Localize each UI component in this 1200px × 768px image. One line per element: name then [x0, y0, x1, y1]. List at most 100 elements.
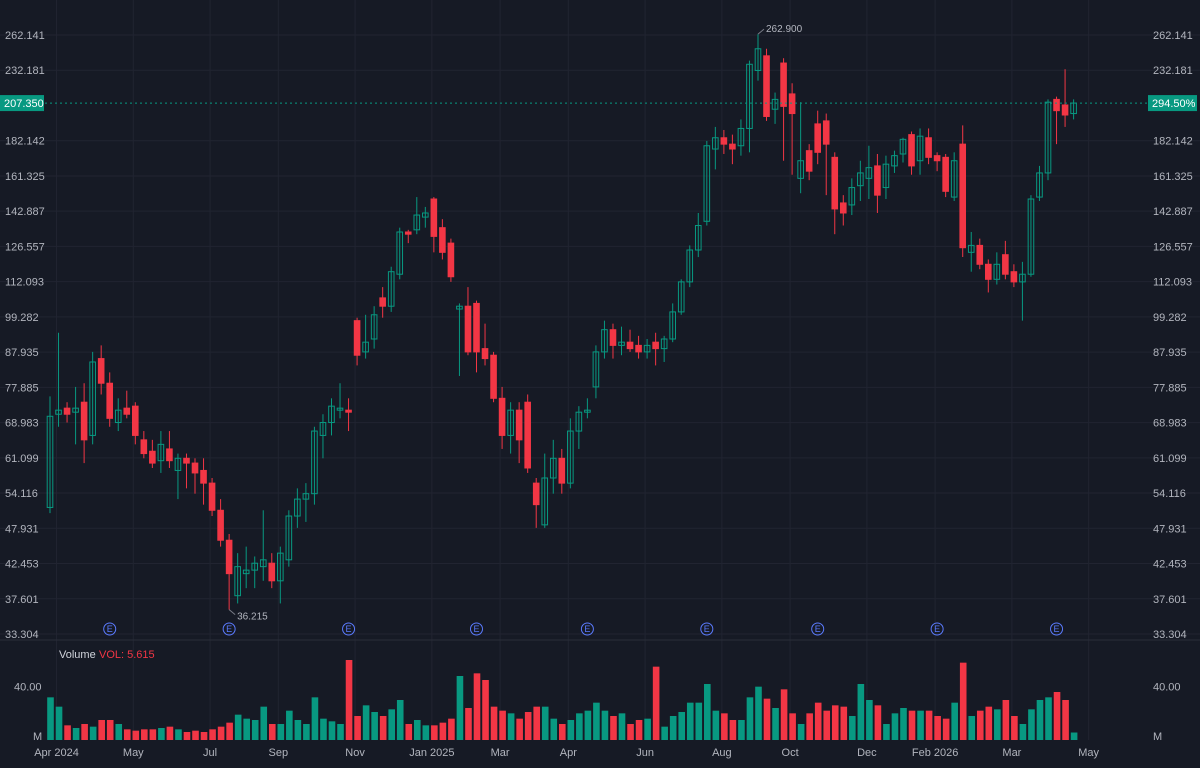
y-tick-label: 61.099: [1153, 453, 1187, 465]
candle-body: [370, 314, 378, 340]
last-price-tag-left-label: 207.350: [4, 98, 44, 110]
earnings-marker-label: E: [226, 624, 232, 634]
volume-bar: [797, 724, 805, 740]
volume-bar: [64, 725, 71, 740]
candle-body: [899, 138, 907, 155]
candle-body: [353, 320, 361, 356]
volume-tick-label: 40.00: [14, 682, 42, 694]
volume-bar: [883, 724, 890, 740]
volume-bar: [251, 720, 259, 740]
volume-bar: [567, 720, 575, 740]
y-tick-label: 161.325: [1153, 171, 1193, 183]
volume-bar: [652, 666, 660, 740]
earnings-marker-label: E: [934, 624, 940, 634]
y-tick-label: 99.282: [5, 312, 39, 324]
earnings-marker[interactable]: [222, 622, 236, 636]
volume-bar: [669, 716, 677, 740]
volume-bar: [1070, 732, 1078, 740]
price-axis-left[interactable]: 262.141 232.181 182.142 161.325 142.887 126.5…: [5, 30, 45, 641]
candle-body: [1002, 254, 1009, 275]
earnings-marker[interactable]: [930, 622, 944, 636]
earnings-marker[interactable]: [342, 622, 356, 636]
candle-body: [660, 338, 668, 350]
candle-body: [882, 163, 890, 189]
candle-body: [268, 562, 276, 582]
earnings-marker[interactable]: [1050, 622, 1064, 636]
candle-body: [720, 137, 728, 145]
candle-body: [839, 202, 847, 214]
volume-bar: [891, 713, 899, 740]
volume-bar: [243, 718, 250, 740]
candle-body: [413, 214, 421, 231]
candle-body: [1027, 198, 1035, 275]
candle-body: [976, 244, 984, 265]
candle-body: [618, 341, 625, 346]
volume-bar: [618, 713, 626, 740]
last-price-tag-left: [0, 95, 44, 112]
volume-bar: [456, 676, 464, 740]
volume-bar: [388, 709, 395, 740]
earnings-marker-label: E: [704, 624, 710, 634]
candle-body: [251, 562, 259, 571]
volume-bar: [1028, 709, 1035, 740]
candle-body: [149, 450, 156, 464]
candle-body: [848, 187, 856, 206]
earnings-marker[interactable]: [580, 622, 594, 636]
volume-bar: [158, 728, 165, 740]
candle-body: [891, 155, 898, 167]
volume-bar: [866, 700, 873, 740]
candle-body: [916, 135, 924, 162]
candle-body: [985, 263, 992, 280]
earnings-marker-label: E: [107, 624, 113, 634]
candle-body: [456, 305, 463, 310]
candle-body: [1019, 273, 1026, 283]
volume-bar: [976, 710, 984, 740]
earnings-marker[interactable]: [700, 622, 714, 636]
candle-body: [439, 227, 446, 253]
volume-bar: [994, 709, 1001, 740]
x-tick-label: Jun: [636, 747, 654, 759]
y-tick-label: 87.935: [1153, 347, 1187, 359]
candle-body: [387, 271, 395, 307]
earnings-marker[interactable]: [470, 622, 483, 636]
volume-bar: [473, 673, 481, 740]
volume-bar: [738, 720, 745, 740]
y-tick-label: 262.141: [1153, 30, 1193, 42]
y-tick-label: 42.453: [5, 559, 39, 571]
volume-bar: [499, 710, 506, 740]
earnings-marker[interactable]: [811, 622, 825, 636]
low-annotation-line: [228, 609, 236, 616]
candle-body: [63, 407, 71, 415]
candle-body: [524, 401, 531, 469]
candle-body: [1061, 104, 1069, 116]
volume-bar: [200, 732, 208, 740]
volume-bar: [260, 706, 268, 740]
y-tick-label: 54.116: [5, 488, 38, 500]
candle-body: [259, 559, 267, 568]
candle-body: [737, 127, 745, 147]
candle-body: [1053, 98, 1060, 112]
volume-bar: [968, 716, 976, 740]
candle-body: [490, 354, 497, 399]
volume-bar: [1036, 700, 1044, 740]
volume-bar: [490, 706, 498, 740]
volume-bar: [712, 710, 720, 740]
y-tick-label: 68.983: [5, 418, 39, 430]
candle-body: [379, 297, 386, 307]
candle-body: [643, 344, 651, 353]
candle-body: [532, 482, 540, 506]
candle-body: [652, 341, 659, 350]
y-tick-label: 182.142: [1153, 136, 1193, 148]
grid-lines: [0, 0, 1200, 740]
earnings-marker[interactable]: [103, 622, 117, 636]
volume-bar: [516, 718, 523, 740]
volume-bar: [806, 713, 813, 740]
volume-bar: [789, 713, 796, 740]
candle-body: [925, 137, 932, 158]
price-axis-right[interactable]: 262.141 232.181 182.142 161.325 142.887 126.5…: [1153, 30, 1193, 641]
candle-body: [780, 62, 787, 107]
candle-body: [208, 482, 216, 511]
time-axis[interactable]: Apr 2024 May Jul Sep Nov Jan 2025 Mar Apr Jun Aug…: [34, 747, 1099, 759]
